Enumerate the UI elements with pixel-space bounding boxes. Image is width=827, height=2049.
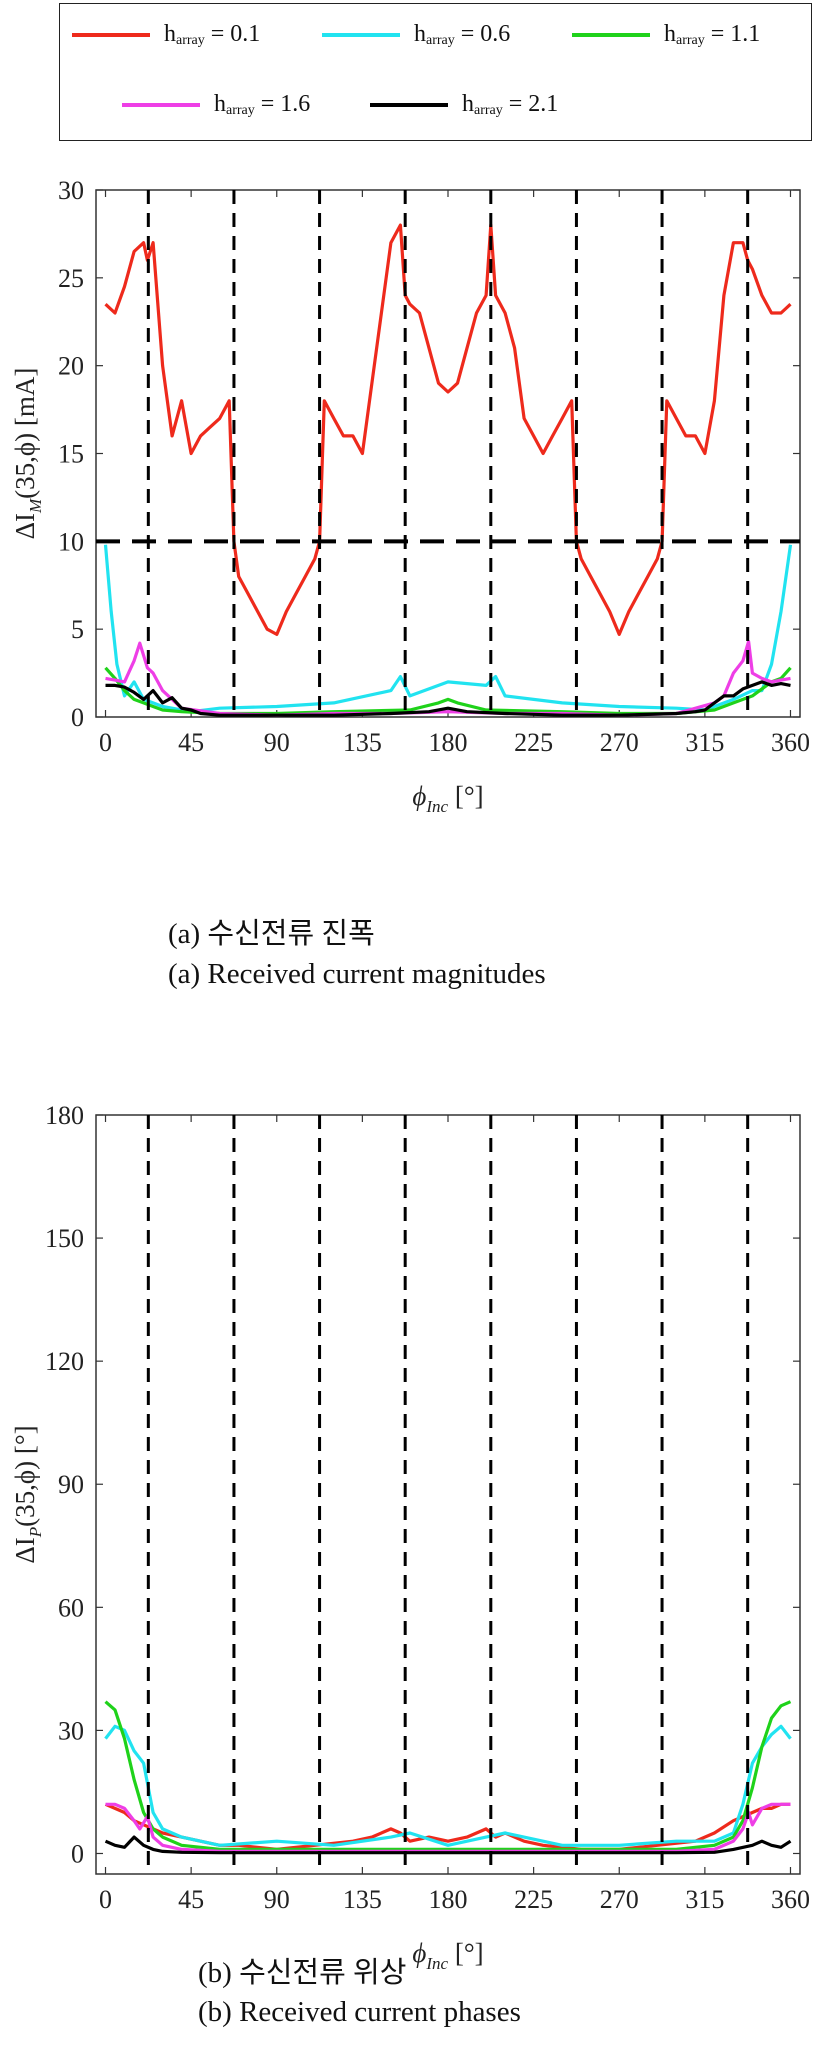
- series-line: [104, 1802, 791, 1852]
- x-tick-label: 315: [685, 1885, 724, 1914]
- x-tick-label: 45: [178, 728, 204, 757]
- y-tick-label: 30: [58, 1716, 84, 1745]
- caption-a-english: (a) Received current magnitudes: [168, 958, 546, 990]
- x-tick-label: 225: [514, 1885, 553, 1914]
- x-tick-label: 360: [771, 1885, 810, 1914]
- legend-line-swatch: [322, 33, 400, 37]
- x-axis-label: ϕInc [°]: [412, 1938, 483, 1973]
- caption-b-korean: (b) 수신전류 위상: [198, 1957, 407, 1989]
- plot-frame: [95, 189, 801, 718]
- y-axis-label: ΔIM(35,ϕ) [mA]: [10, 368, 45, 540]
- x-tick-label: 180: [429, 728, 468, 757]
- x-tick-label: 45: [178, 1885, 204, 1914]
- series-line: [105, 680, 791, 717]
- x-tick-label: 135: [343, 1885, 382, 1914]
- legend-label: harray = 0.1: [164, 21, 261, 48]
- y-tick-label: 10: [58, 527, 84, 556]
- legend-entry: harray = 1.6: [122, 90, 310, 120]
- legend-label: harray = 1.1: [664, 21, 761, 48]
- magnitude-chart: 0 5 10 15 20 25 30 0 45 90 135 180 225 270 315 360 ΔIM(3…: [10, 176, 810, 816]
- series-line: [104, 1724, 792, 1847]
- series-line: [105, 639, 791, 717]
- y-tick-label: 30: [58, 176, 84, 205]
- x-tick-label: 0: [99, 728, 112, 757]
- legend-entry: harray = 0.1: [72, 20, 260, 50]
- series-line: [104, 1700, 792, 1852]
- series-line: [104, 223, 792, 637]
- y-tick-label: 25: [58, 264, 84, 293]
- legend-label: harray = 2.1: [462, 91, 559, 118]
- legend-label: harray = 1.6: [214, 91, 311, 118]
- plot-frame: [95, 1114, 801, 1875]
- y-tick-label: 120: [45, 1347, 84, 1376]
- chart-legend: harray = 0.1 harray = 0.6 harray = 1.1 harr…: [59, 3, 812, 141]
- y-axis-label: ΔIP(35,ϕ) [°]: [10, 1425, 45, 1563]
- series-line: [104, 1835, 792, 1855]
- legend-entry: harray = 0.6: [322, 20, 510, 50]
- x-tick-label: 225: [514, 728, 553, 757]
- legend-line-swatch: [72, 33, 150, 37]
- y-tick-label: 0: [71, 1839, 84, 1868]
- legend-line-swatch: [122, 103, 200, 107]
- x-tick-label: 270: [600, 728, 639, 757]
- x-tick-label: 270: [600, 1885, 639, 1914]
- y-tick-label: 20: [58, 352, 84, 381]
- legend-line-swatch: [370, 103, 448, 107]
- x-tick-label: 135: [343, 728, 382, 757]
- x-tick-label: 180: [429, 1885, 468, 1914]
- y-tick-label: 60: [58, 1593, 84, 1622]
- phase-chart: 0 30 60 90 120 150 180 0 45 90 135 180 225 270 315 360 Δ…: [10, 1101, 810, 1973]
- y-tick-label: 15: [58, 440, 84, 469]
- x-tick-label: 0: [99, 1885, 112, 1914]
- y-tick-label: 180: [45, 1101, 84, 1130]
- x-tick-label: 360: [771, 728, 810, 757]
- y-tick-label: 150: [45, 1224, 84, 1253]
- legend-label: harray = 0.6: [414, 21, 511, 48]
- x-tick-label: 90: [264, 1885, 290, 1914]
- caption-a-korean: (a) 수신전류 진폭: [168, 918, 375, 950]
- y-tick-label: 5: [71, 615, 84, 644]
- x-tick-label: 90: [264, 728, 290, 757]
- caption-b-english: (b) Received current phases: [198, 1996, 521, 2028]
- x-axis-label: ϕInc [°]: [412, 781, 483, 816]
- legend-entry: harray = 1.1: [572, 20, 760, 50]
- legend-line-swatch: [572, 33, 650, 37]
- y-tick-label: 0: [71, 703, 84, 732]
- legend-entry: harray = 2.1: [370, 90, 558, 120]
- y-tick-label: 90: [58, 1470, 84, 1499]
- x-tick-label: 315: [685, 728, 724, 757]
- series-line: [104, 666, 792, 716]
